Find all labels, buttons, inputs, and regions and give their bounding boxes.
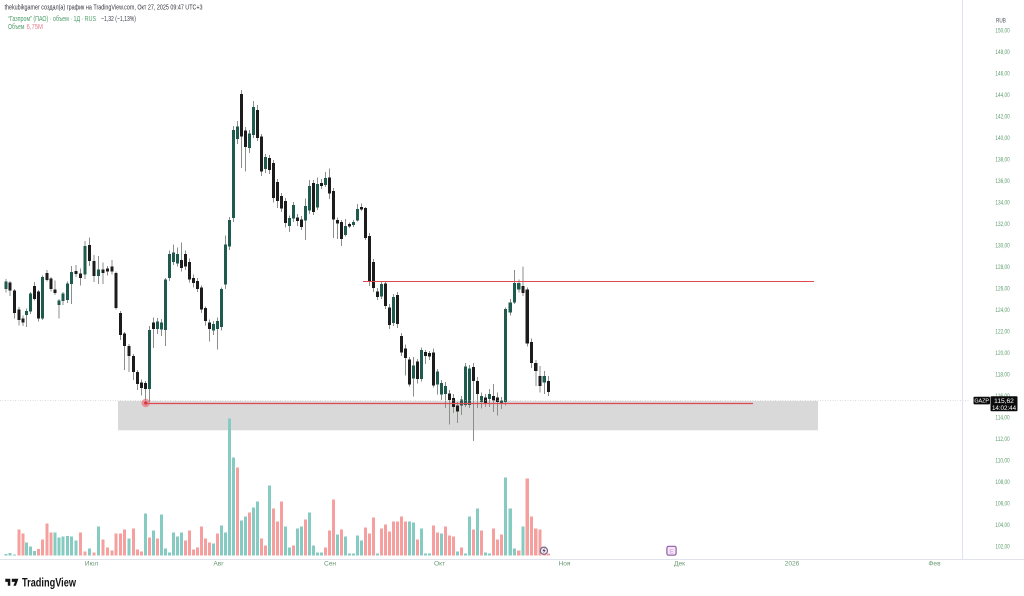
svg-text:142,00: 142,00: [995, 113, 1010, 120]
svg-text:144,00: 144,00: [995, 92, 1010, 99]
svg-text:Июл: Июл: [85, 561, 99, 568]
svg-text:14:02:44: 14:02:44: [992, 405, 1017, 412]
svg-text:146,00: 146,00: [995, 70, 1010, 77]
svg-text:Окт: Окт: [434, 561, 445, 568]
svg-text:132,00: 132,00: [995, 221, 1010, 228]
svg-text:2026: 2026: [785, 561, 800, 568]
svg-text:140,00: 140,00: [995, 135, 1010, 142]
svg-text:118,00: 118,00: [995, 371, 1010, 378]
svg-text:126,00: 126,00: [995, 285, 1010, 292]
svg-text:122,00: 122,00: [995, 328, 1010, 335]
svg-text:114,00: 114,00: [995, 414, 1010, 421]
svg-text:Е: Е: [669, 549, 674, 556]
svg-text:GAZP: GAZP: [974, 399, 989, 405]
svg-text:6,75М: 6,75М: [27, 24, 44, 31]
svg-text:112,00: 112,00: [995, 436, 1010, 443]
svg-text:Ноя: Ноя: [559, 561, 571, 568]
svg-text:108,00: 108,00: [995, 479, 1010, 486]
svg-text:124,00: 124,00: [995, 307, 1010, 314]
svg-text:Сен: Сен: [324, 561, 336, 568]
svg-text:RUB: RUB: [996, 18, 1006, 25]
svg-text:150,00: 150,00: [995, 27, 1010, 34]
svg-text:Дек: Дек: [674, 561, 685, 568]
svg-text:130,00: 130,00: [995, 242, 1010, 249]
svg-text:138,00: 138,00: [995, 156, 1010, 163]
svg-text:−1,32 (−1,13%): −1,32 (−1,13%): [101, 16, 136, 23]
svg-text:thekubikgamer создал(а) график: thekubikgamer создал(а) график на Tradin…: [5, 3, 203, 12]
svg-text:148,00: 148,00: [995, 49, 1010, 56]
svg-text:128,00: 128,00: [995, 264, 1010, 271]
svg-text:“Газпром” (ПАО) · объем · 1Д ·: “Газпром” (ПАО) · объем · 1Д · RUS: [8, 15, 96, 23]
svg-text:115,62: 115,62: [994, 398, 1014, 405]
svg-text:110,00: 110,00: [995, 457, 1010, 464]
svg-text:Объем: Объем: [8, 23, 25, 31]
svg-text:Авг: Авг: [213, 561, 224, 568]
svg-text:106,00: 106,00: [995, 500, 1010, 507]
svg-text:134,00: 134,00: [995, 199, 1010, 206]
svg-text:120,00: 120,00: [995, 350, 1010, 357]
svg-text:102,00: 102,00: [995, 543, 1010, 550]
svg-text:Фев: Фев: [928, 561, 941, 568]
svg-text:104,00: 104,00: [995, 522, 1010, 529]
svg-text:136,00: 136,00: [995, 178, 1010, 185]
svg-text:TradingView: TradingView: [22, 576, 77, 590]
